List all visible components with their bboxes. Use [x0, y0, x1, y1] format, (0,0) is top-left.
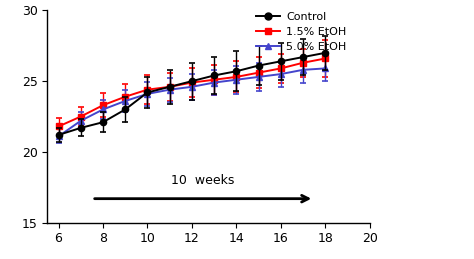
Legend: Control, 1.5% EtOH, 5.0% EtOH: Control, 1.5% EtOH, 5.0% EtOH [256, 12, 346, 52]
Text: 10  weeks: 10 weeks [171, 174, 235, 187]
